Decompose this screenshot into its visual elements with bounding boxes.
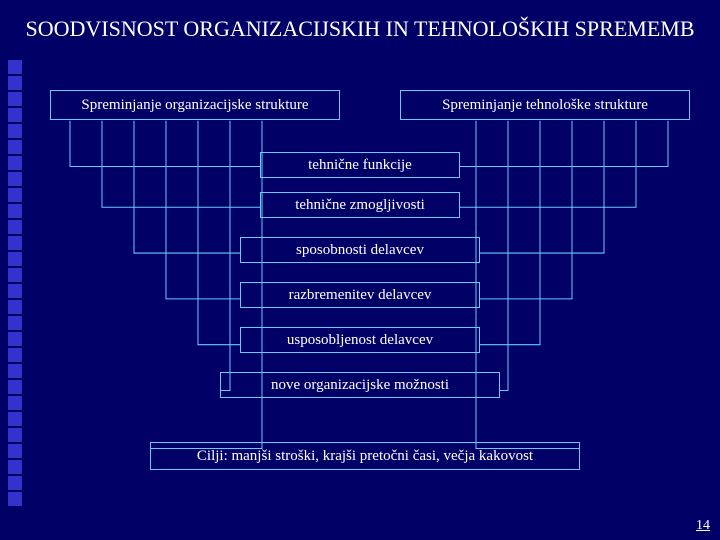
side-square: [8, 204, 22, 218]
side-square: [8, 172, 22, 186]
side-square: [8, 220, 22, 234]
side-square: [8, 396, 22, 410]
slide-number: 14: [696, 518, 710, 534]
box-mid6: nove organizacijske možnosti: [220, 372, 500, 398]
diagram-area: Spreminjanje organizacijske strukture Sp…: [40, 82, 700, 530]
side-square: [8, 92, 22, 106]
side-square: [8, 76, 22, 90]
side-square: [8, 444, 22, 458]
side-square: [8, 364, 22, 378]
side-square: [8, 252, 22, 266]
box-mid1: tehnične funkcije: [260, 152, 460, 178]
slide: SOODVISNOST ORGANIZACIJSKIH IN TEHNOLOŠK…: [0, 0, 720, 540]
box-mid5: usposobljenost delavcev: [240, 327, 480, 353]
side-square: [8, 332, 22, 346]
side-square: [8, 236, 22, 250]
side-square: [8, 412, 22, 426]
box-mid2: tehnične zmogljivosti: [260, 192, 460, 218]
box-mid4: razbremenitev delavcev: [240, 282, 480, 308]
box-mid3: sposobnosti delavcev: [240, 237, 480, 263]
side-square: [8, 124, 22, 138]
side-square: [8, 428, 22, 442]
slide-title: SOODVISNOST ORGANIZACIJSKIH IN TEHNOLOŠK…: [0, 0, 720, 42]
box-right-top: Spreminjanje tehnološke strukture: [400, 90, 690, 120]
side-square: [8, 460, 22, 474]
side-square: [8, 108, 22, 122]
side-square: [8, 60, 22, 74]
side-square: [8, 380, 22, 394]
side-square: [8, 348, 22, 362]
box-bottom: Cilji: manjši stroški, krajši pretočni č…: [150, 442, 580, 470]
side-square: [8, 156, 22, 170]
box-left-top: Spreminjanje organizacijske strukture: [50, 90, 340, 120]
side-square: [8, 476, 22, 490]
side-square: [8, 492, 22, 506]
side-square: [8, 268, 22, 282]
side-decoration: [0, 0, 28, 540]
side-square: [8, 316, 22, 330]
side-square: [8, 284, 22, 298]
side-square: [8, 140, 22, 154]
side-square: [8, 300, 22, 314]
side-square: [8, 188, 22, 202]
